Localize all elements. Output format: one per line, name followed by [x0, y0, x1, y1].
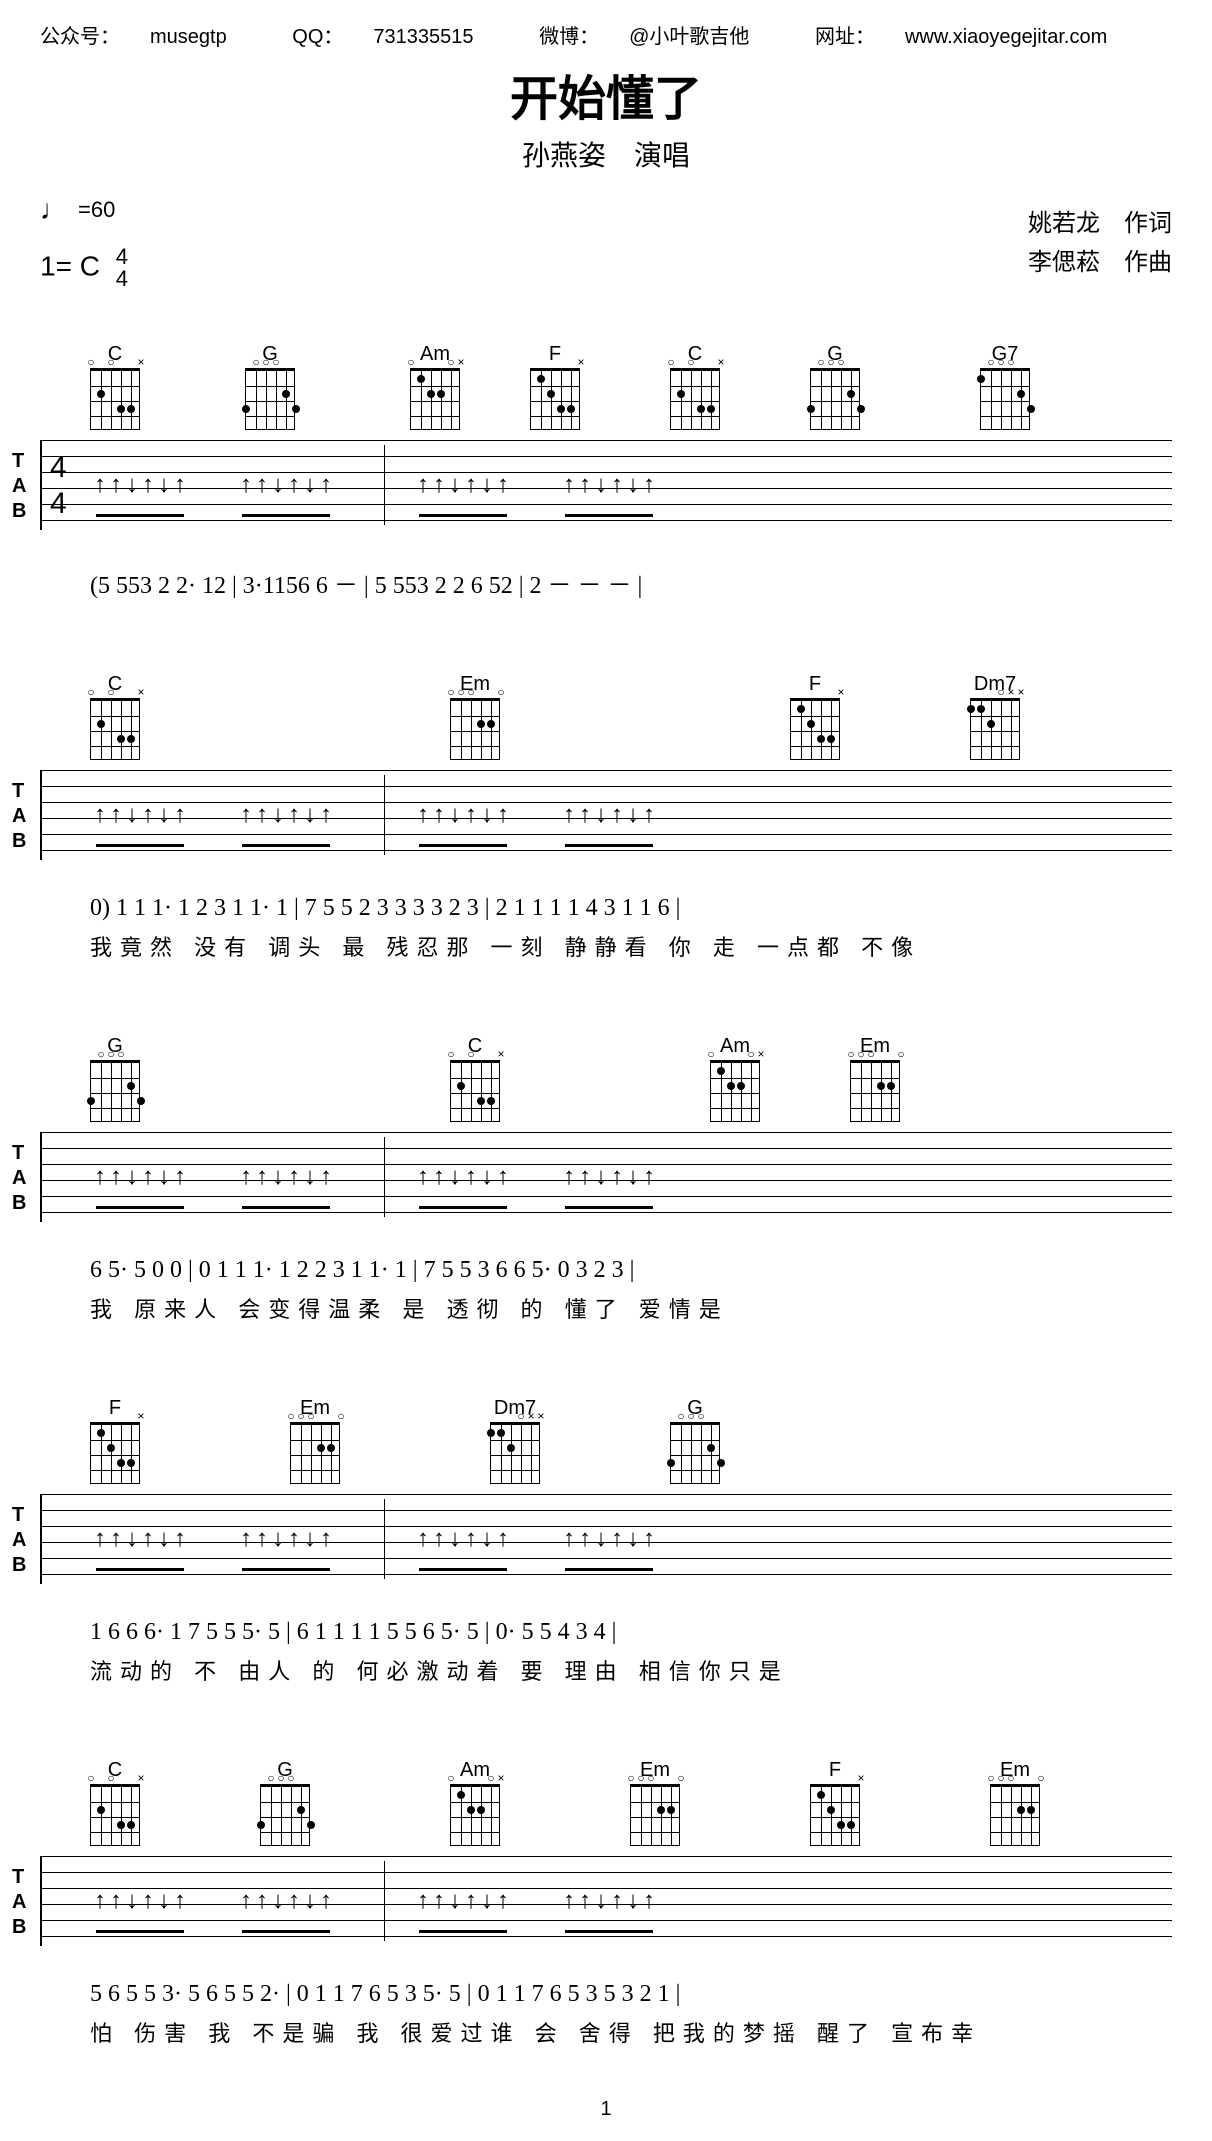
- chord-diagram-g: G○○○: [90, 1035, 140, 1122]
- chord-diagram-f: F×: [90, 1397, 140, 1484]
- music-system-2: G○○○ C×○○ Am×○○ Em○○○○ TAB↑↑↓↑↓↑↑↑↓↑↓↑↑↑↓↑↓↑…: [40, 1012, 1172, 1324]
- chord-diagram-c: C×○○: [450, 1035, 500, 1122]
- chord-diagram-am: Am×○○: [410, 343, 460, 430]
- tab-staff: TAB44↑↑↓↑↓↑↑↑↓↑↓↑↑↑↓↑↓↑↑↑↓↑↓↑: [40, 440, 1172, 530]
- chord-diagram-g: G○○○: [245, 343, 295, 430]
- header-info: 公众号：musegtp QQ：731335515 微博：@小叶歌吉他 网址：ww…: [40, 20, 1172, 49]
- numbered-notation: 0) 1 1 1· 1 2 3 1 1· 1 | 7 5 5 2 3 3 3 3…: [40, 895, 1172, 922]
- chord-diagram-em: Em○○○○: [450, 673, 500, 760]
- chord-diagram-g: G○○○: [810, 343, 860, 430]
- song-title: 开始懂了: [40, 59, 1172, 129]
- chord-diagram-am: Am×○○: [450, 1759, 500, 1846]
- numbered-notation: 1 6 6 6· 1 7 5 5 5· 5 | 6 1 1 1 1 5 5 6 …: [40, 1619, 1172, 1646]
- credits: 姚若龙 作词 李偲菘 作曲: [1028, 203, 1172, 281]
- qq: QQ：731335515: [292, 26, 503, 48]
- url: 网址：www.xiaoyegejitar.com: [815, 26, 1137, 48]
- chord-diagram-em: Em○○○○: [630, 1759, 680, 1846]
- numbered-notation: 5 6 5 5 3· 5 6 5 5 2· | 0 1 1 7 6 5 3 5·…: [40, 1981, 1172, 2008]
- chord-diagram-f: F×: [790, 673, 840, 760]
- music-system-0: C×○○ G○○○ Am×○○ F× C×○○ G○○○ G7○○○ TAB44↑↑↓↑↓↑↑…: [40, 320, 1172, 600]
- lyrics-row: 流动的 不 由人 的 何必激动着 要 理由 相信你只是: [40, 1654, 1172, 1686]
- weibo: 微博：@小叶歌吉他: [539, 26, 779, 48]
- music-system-1: C×○○ Em○○○○ F× Dm7××○ TAB↑↑↓↑↓↑↑↑↓↑↓↑↑↑↓↑↓↑↑…: [40, 650, 1172, 962]
- tab-staff: TAB↑↑↓↑↓↑↑↑↓↑↓↑↑↑↓↑↓↑↑↑↓↑↓↑: [40, 770, 1172, 860]
- page-number: 1: [40, 2098, 1172, 2121]
- chord-diagram-em: Em○○○○: [990, 1759, 1040, 1846]
- chord-diagram-g7: G7○○○: [980, 343, 1030, 430]
- chord-diagram-c: C×○○: [90, 343, 140, 430]
- chord-diagram-g: G○○○: [670, 1397, 720, 1484]
- tab-staff: TAB↑↑↓↑↓↑↑↑↓↑↓↑↑↑↓↑↓↑↑↑↓↑↓↑: [40, 1494, 1172, 1584]
- chord-diagram-c: C×○○: [90, 1759, 140, 1846]
- tab-staff: TAB↑↑↓↑↓↑↑↑↓↑↓↑↑↑↓↑↓↑↑↑↓↑↓↑: [40, 1856, 1172, 1946]
- chord-diagram-dm7: Dm7××○: [970, 673, 1020, 760]
- artist-line: 孙燕姿 演唱: [40, 134, 1172, 174]
- chord-diagram-em: Em○○○○: [850, 1035, 900, 1122]
- music-system-3: F× Em○○○○ Dm7××○ G○○○ TAB↑↑↓↑↓↑↑↑↓↑↓↑↑↑↓↑↓↑↑…: [40, 1374, 1172, 1686]
- numbered-notation: 6 5· 5 0 0 | 0 1 1 1· 1 2 2 3 1 1· 1 | 7…: [40, 1257, 1172, 1284]
- tempo: ♩ = 60: [40, 194, 128, 226]
- chord-diagram-c: C×○○: [670, 343, 720, 430]
- chord-diagram-f: F×: [810, 1759, 860, 1846]
- chord-diagram-c: C×○○: [90, 673, 140, 760]
- chord-diagram-em: Em○○○○: [290, 1397, 340, 1484]
- chord-diagram-f: F×: [530, 343, 580, 430]
- tab-staff: TAB↑↑↓↑↓↑↑↑↓↑↓↑↑↑↓↑↓↑↑↑↓↑↓↑: [40, 1132, 1172, 1222]
- chord-diagram-dm7: Dm7××○: [490, 1397, 540, 1484]
- lyrics-row: 怕 伤害 我 不是骗 我 很爱过谁 会 舍得 把我的梦摇 醒了 宣布幸: [40, 2016, 1172, 2048]
- chord-diagram-am: Am×○○: [710, 1035, 760, 1122]
- wechat: 公众号：musegtp: [40, 26, 257, 48]
- lyrics-row: 我 原来人 会变得温柔 是 透彻 的 懂了 爱情是: [40, 1292, 1172, 1324]
- music-system-4: C×○○ G○○○ Am×○○ Em○○○○ F× Em○○○○ TAB↑↑↓↑↓↑↑↑↓↑…: [40, 1736, 1172, 2048]
- lyrics-row: 我竟然 没有 调头 最 残忍那 一刻 静静看 你 走 一点都 不像: [40, 930, 1172, 962]
- numbered-notation: (5 553 2 2· 12 | 3·1156 6 － | 5 553 2 2 …: [40, 565, 1172, 600]
- chord-diagram-g: G○○○: [260, 1759, 310, 1846]
- key-signature: 1= C 44: [40, 246, 128, 290]
